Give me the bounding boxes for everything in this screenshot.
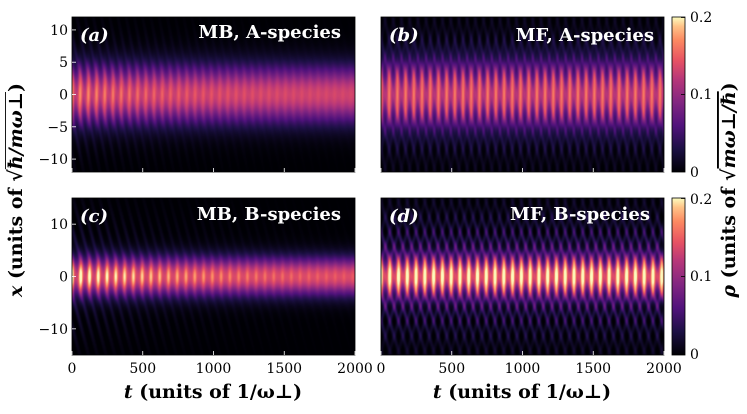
heatmap-panel-c [71, 197, 356, 356]
panel-title-c: MB, B-species [197, 204, 341, 225]
panel-title-d: MF, B-species [510, 204, 650, 225]
panel-label-d: (d) [389, 206, 419, 227]
colorbar-bottom: 0.2 0.1 0 [671, 192, 712, 363]
x-tick-label-d: 1500 [575, 361, 611, 377]
heatmap-canvas-d [381, 198, 664, 355]
colorbar-top-tick-mid: 0.1 [690, 87, 712, 103]
x-tick-label-d: 0 [377, 361, 386, 377]
y-tick-label-a: 10 [50, 23, 68, 39]
x-tick-label-d: 500 [438, 361, 465, 377]
svg-text:x (units of √ħ/mω⊥): x (units of √ħ/mω⊥) [5, 83, 27, 298]
x-tick-label-c: 1000 [196, 361, 232, 377]
x-tick-label-d: 2000 [646, 361, 682, 377]
colorbar-bottom-tick-max: 0.2 [690, 192, 712, 208]
y-tick-label-c: −10 [38, 322, 68, 338]
colorbar-label: ρ (units of √mω⊥/ħ) [718, 82, 740, 298]
x-tick-label-d: 1000 [505, 361, 541, 377]
colorbar-bottom-tick-mid: 0.1 [690, 269, 712, 285]
y-tick-label-a: 5 [59, 55, 68, 71]
x-tick-label-c: 1500 [266, 361, 302, 377]
x-tick-label-c: 0 [68, 361, 77, 377]
heatmap-panel-b [380, 16, 665, 173]
y-tick-label-a: 0 [59, 88, 68, 104]
heatmap-canvas-a [72, 17, 355, 172]
heatmap-panel-d [380, 197, 665, 356]
panel-label-a: (a) [80, 25, 109, 46]
axis-ticks: 10 5 0 −5 −10 0 500 1000 1500 2000 10 0 −10 0 500 1000 1… [38, 23, 681, 377]
x-tick-label-c: 2000 [337, 361, 373, 377]
panel-label-b: (b) [389, 25, 419, 46]
panel-title-a: MB, A-species [198, 22, 341, 43]
heatmap-panel-a [71, 16, 356, 173]
heatmap-canvas-b [381, 17, 664, 172]
x-tick-label-c: 500 [129, 361, 156, 377]
svg-text:ρ (units of √mω⊥/ħ): ρ (units of √mω⊥/ħ) [718, 82, 740, 298]
y-tick-label-c: 10 [50, 217, 68, 233]
heatmap-canvas-c [72, 198, 355, 355]
x-axis-label-left: t (units of 1/ω⊥) [124, 381, 302, 403]
y-axis-label: x (units of √ħ/mω⊥) [5, 83, 27, 298]
colorbar-top-tick-min: 0 [690, 165, 699, 181]
y-tick-label-a: −10 [38, 152, 68, 168]
panel-title-b: MF, A-species [516, 25, 654, 46]
y-tick-label-a: −5 [47, 120, 68, 136]
x-axis-label-right: t (units of 1/ω⊥) [433, 381, 611, 403]
colorbar-bottom-tick-min: 0 [690, 347, 699, 363]
colorbar-top: 0.2 0.1 0 [671, 10, 712, 181]
colorbar-top-tick-max: 0.2 [690, 10, 712, 26]
y-tick-label-c: 0 [59, 270, 68, 286]
panel-label-c: (c) [80, 206, 108, 227]
